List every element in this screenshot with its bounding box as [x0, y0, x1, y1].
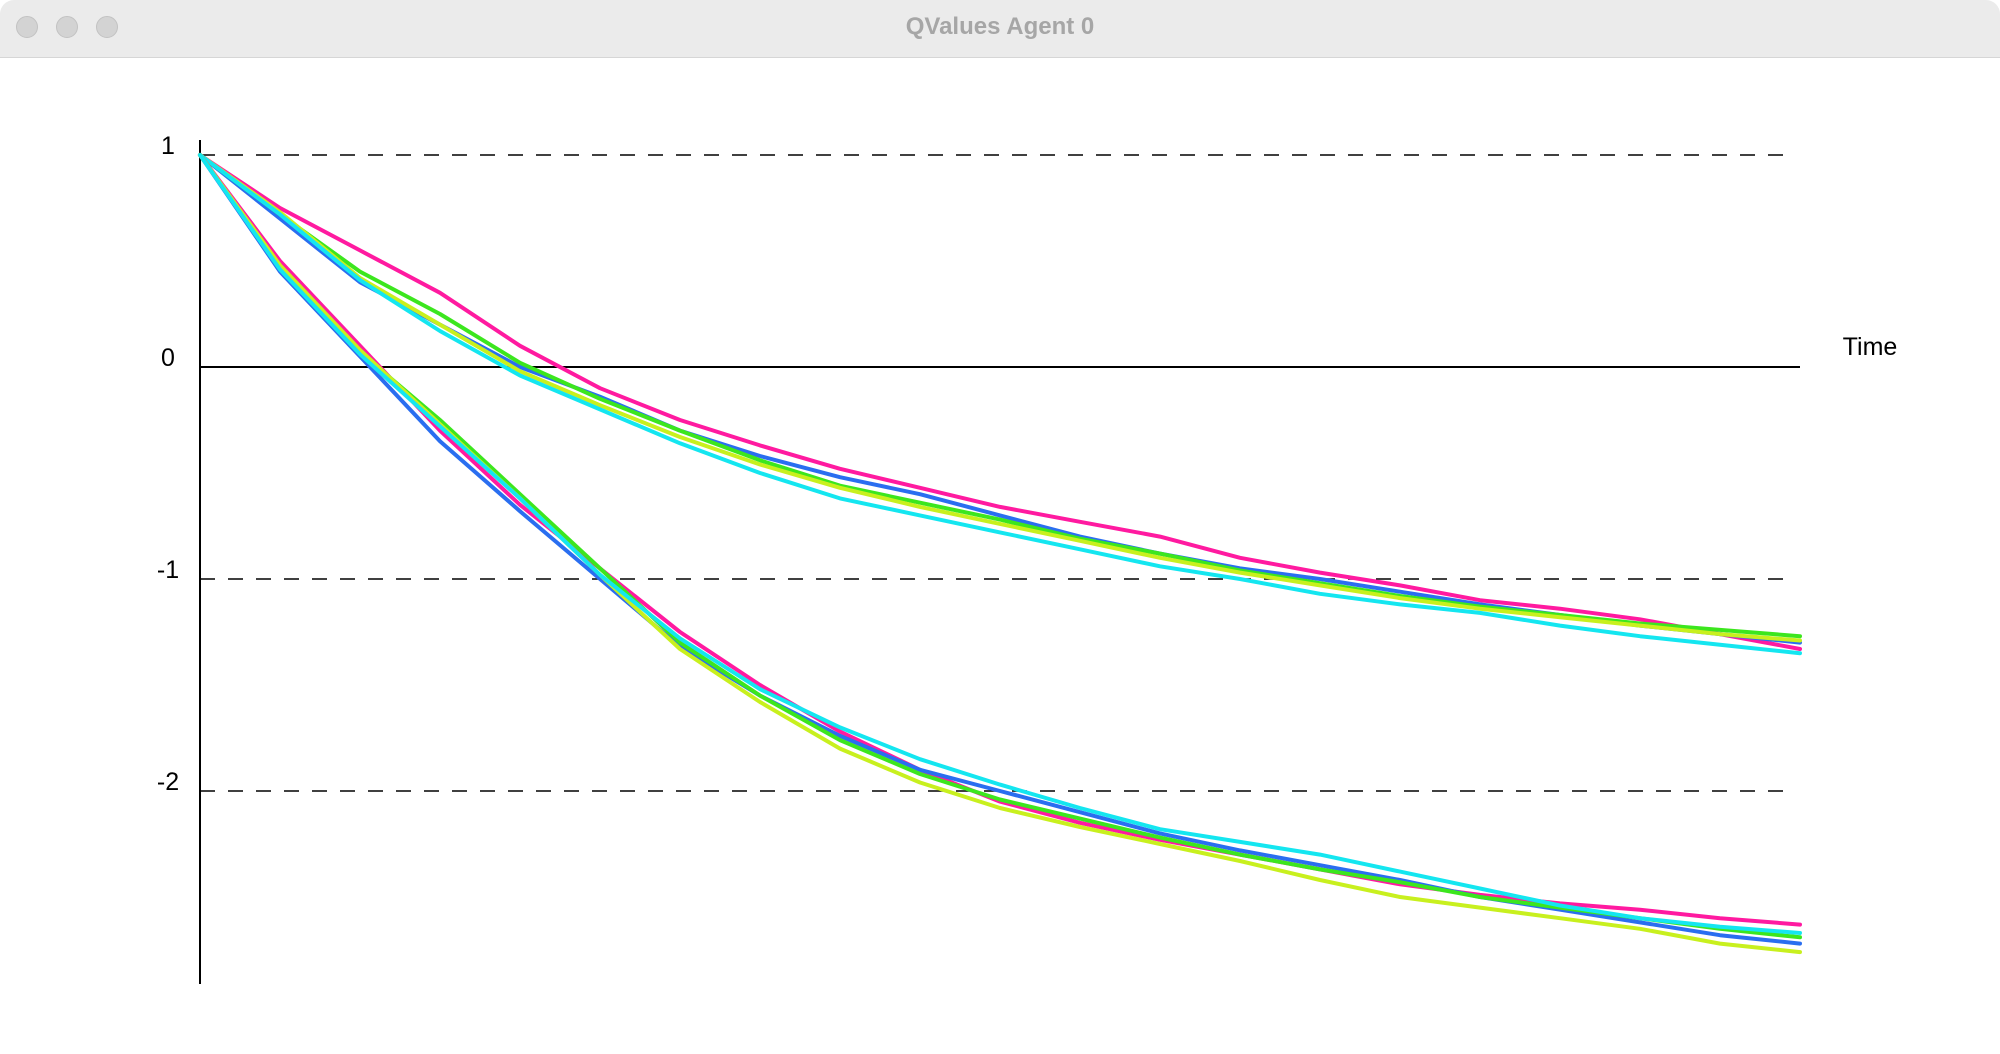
series-line-1: [198, 153, 1802, 651]
title-bar[interactable]: QValues Agent 0: [0, 0, 2000, 58]
zoom-window-button[interactable]: [96, 16, 118, 38]
series-line-3: [198, 153, 1802, 639]
y-tick-label: -2: [157, 768, 179, 796]
qvalues-line-chart: 1 0 -1 -2 Time: [157, 132, 1897, 984]
series-line-10: [198, 153, 1802, 935]
grid-layer: [200, 154, 1785, 792]
window-title: QValues Agent 0: [905, 13, 1095, 40]
y-tick-label: -1: [157, 556, 179, 584]
labels-layer: 1 0 -1 -2 Time: [157, 132, 1897, 796]
series-line-9: [198, 153, 1802, 955]
series-line-8: [198, 153, 1802, 940]
series-line-4: [198, 153, 1802, 643]
series-line-5: [198, 153, 1802, 656]
y-tick-label: 1: [161, 132, 175, 160]
plot-area: 1 0 -1 -2 Time: [0, 58, 2000, 1054]
y-tick-label: 0: [161, 344, 175, 372]
series-line-7: [198, 153, 1802, 946]
close-window-button[interactable]: [16, 16, 38, 38]
series-layer: [198, 153, 1802, 955]
minimize-window-button[interactable]: [56, 16, 78, 38]
series-line-2: [198, 153, 1802, 645]
x-axis-label: Time: [1843, 333, 1898, 361]
axes-layer: [199, 140, 1800, 984]
